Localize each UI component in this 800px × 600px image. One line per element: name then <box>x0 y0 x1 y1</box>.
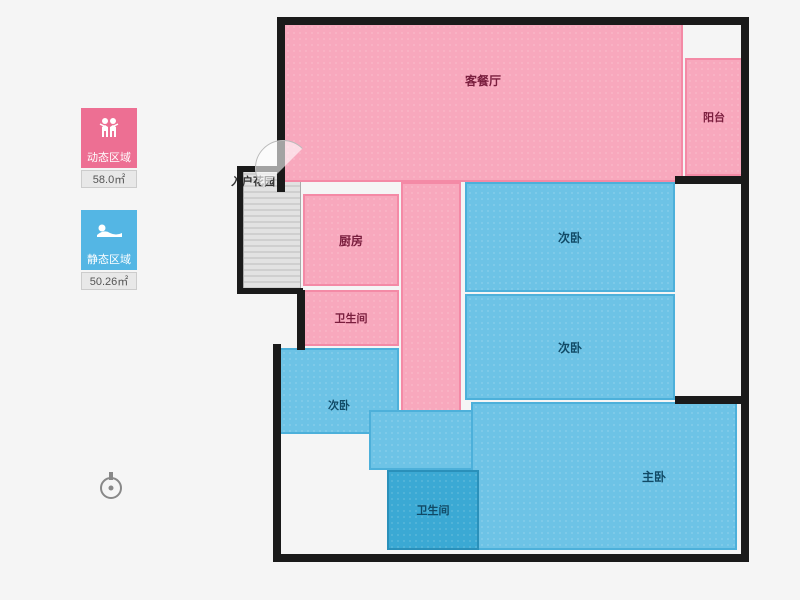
room-living: 客餐厅 <box>283 22 683 182</box>
wall <box>237 166 243 292</box>
wall <box>741 17 749 562</box>
floor-plan: 入户花园 客餐厅 阳台 厨房 卫生间 次卧 次卧 次卧 主卧 卫生间 <box>215 22 755 582</box>
room-bed2c-label: 次卧 <box>328 397 350 413</box>
wall <box>277 17 749 25</box>
room-bed2a-label: 次卧 <box>558 229 582 246</box>
wall <box>273 554 749 562</box>
room-bed2b-label: 次卧 <box>558 339 582 356</box>
static-icon-box <box>81 210 137 250</box>
wall <box>273 344 281 562</box>
room-bath2: 卫生间 <box>387 470 479 550</box>
wall <box>675 396 749 404</box>
room-kitchen: 厨房 <box>303 194 399 286</box>
room-balcony: 阳台 <box>685 58 743 176</box>
legend-panel: 动态区域 58.0㎡ 静态区域 50.26㎡ <box>75 108 143 312</box>
wall <box>297 290 305 350</box>
static-zone-value: 50.26㎡ <box>81 272 137 290</box>
room-hall-pink <box>401 182 461 412</box>
room-master-label: 主卧 <box>642 468 666 485</box>
room-bath2-label: 卫生间 <box>417 502 450 518</box>
room-living-label: 客餐厅 <box>465 72 501 89</box>
static-zone-label: 静态区域 <box>81 250 137 270</box>
room-bed2b: 次卧 <box>465 294 675 400</box>
dynamic-icon-box <box>81 108 137 148</box>
room-bed2a: 次卧 <box>465 182 675 292</box>
room-master: 主卧 <box>471 402 737 550</box>
wall <box>675 176 749 184</box>
room-kitchen-label: 厨房 <box>339 232 363 249</box>
sleep-icon <box>94 220 124 240</box>
wall <box>237 288 303 294</box>
compass-icon <box>96 468 126 507</box>
dynamic-zone-value: 58.0㎡ <box>81 170 137 188</box>
room-bath1-label: 卫生间 <box>335 310 368 326</box>
people-icon <box>96 115 122 141</box>
room-balcony-label: 阳台 <box>703 109 725 125</box>
room-bath1: 卫生间 <box>303 290 399 346</box>
dynamic-zone-label: 动态区域 <box>81 148 137 168</box>
